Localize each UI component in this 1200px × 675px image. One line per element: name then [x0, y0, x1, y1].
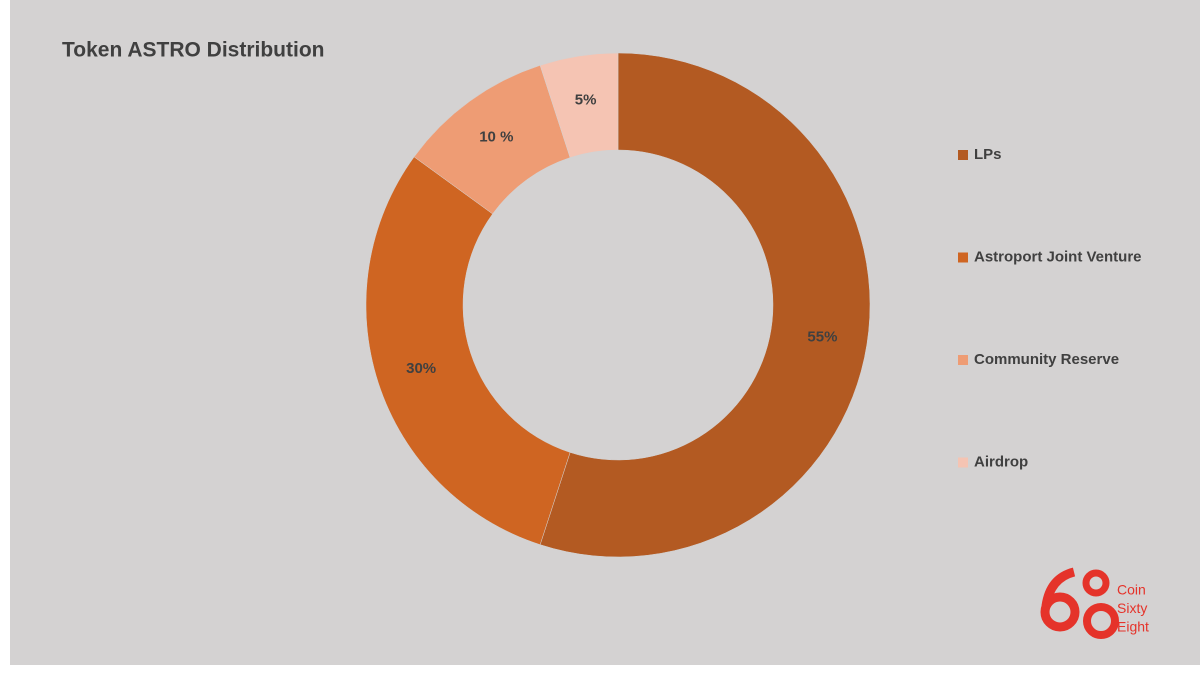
value-label: 5%: [575, 92, 597, 109]
logo-text: Eight: [1117, 619, 1149, 635]
logo-dot-small: [1082, 569, 1110, 597]
chart-title: Token ASTRO Distribution: [62, 39, 325, 62]
legend-label: Community Reserve: [974, 351, 1119, 368]
logo-text: Coin: [1117, 582, 1146, 598]
logo-text: Sixty: [1117, 600, 1147, 616]
legend-label: LPs: [974, 146, 1002, 163]
legend-label: Astroport Joint Venture: [974, 248, 1142, 265]
value-label: 30%: [406, 360, 436, 377]
slice: [539, 52, 619, 158]
value-label: 55%: [807, 328, 837, 345]
legend-swatch: [958, 355, 968, 365]
logo-dot-large: [1083, 603, 1119, 639]
legend-swatch: [958, 150, 968, 160]
logo-six-tail: [1041, 567, 1076, 607]
slice: [539, 52, 871, 558]
logo: [1040, 567, 1119, 639]
legend-label: Airdrop: [974, 453, 1028, 470]
logo-six: [1040, 592, 1080, 632]
value-label: 10 %: [479, 129, 513, 146]
legend-swatch: [958, 457, 968, 468]
legend-swatch: [958, 252, 968, 263]
slice: [365, 156, 571, 545]
